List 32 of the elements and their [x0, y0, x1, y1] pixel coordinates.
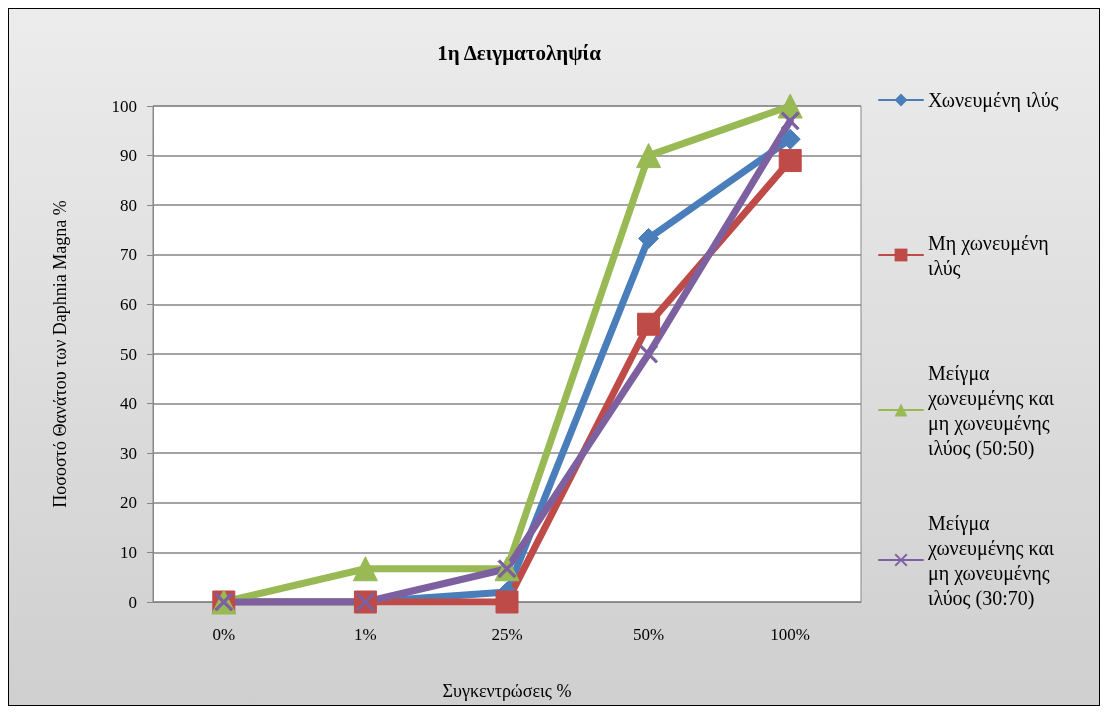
point — [495, 590, 519, 614]
y-tick-label: 50 — [120, 344, 137, 364]
y-tick-label: 30 — [120, 443, 137, 463]
point — [639, 344, 659, 364]
chart-title: 1η Δειγματοληψία — [437, 40, 602, 65]
y-tick-label: 70 — [120, 245, 137, 265]
x-tick-label: 25% — [491, 625, 523, 644]
x-tick-label: 1% — [354, 625, 377, 644]
point — [352, 556, 378, 582]
x-tick-label: 0% — [212, 625, 236, 644]
y-axis-title: Ποσοστό Θανάτου των Daphnia Magna % — [50, 200, 70, 508]
x-tick-label: 50% — [633, 625, 665, 644]
y-tick-label: 100 — [111, 96, 137, 116]
y-tick-label: 60 — [120, 294, 137, 314]
point — [779, 128, 801, 150]
point — [636, 143, 662, 169]
y-tick-label: 90 — [120, 146, 137, 166]
x-axis-title: Συγκεντρώσεις % — [442, 681, 572, 701]
point — [637, 312, 661, 336]
x-tick-label: 100% — [770, 625, 811, 644]
y-tick-label: 80 — [120, 195, 137, 215]
legend-label: Μείγμα χωνευμένης και μη χωνευμένης ιλύος (50:50) — [927, 361, 1055, 460]
legend-label: Χωνευμένη ιλύς — [928, 89, 1059, 112]
y-tick-label: 10 — [120, 542, 137, 562]
legend-label: Μη χωνευμένη ιλύς — [928, 231, 1049, 279]
y-tick-label: 0 — [128, 592, 137, 612]
y-tick-label: 20 — [120, 493, 137, 513]
legend-label: Μείγμα χωνευμένης και μη χωνευμένης ιλύος (30:70) — [927, 511, 1055, 610]
point — [778, 149, 802, 173]
y-tick-label: 40 — [120, 394, 137, 414]
point — [638, 227, 660, 249]
point — [780, 111, 800, 131]
